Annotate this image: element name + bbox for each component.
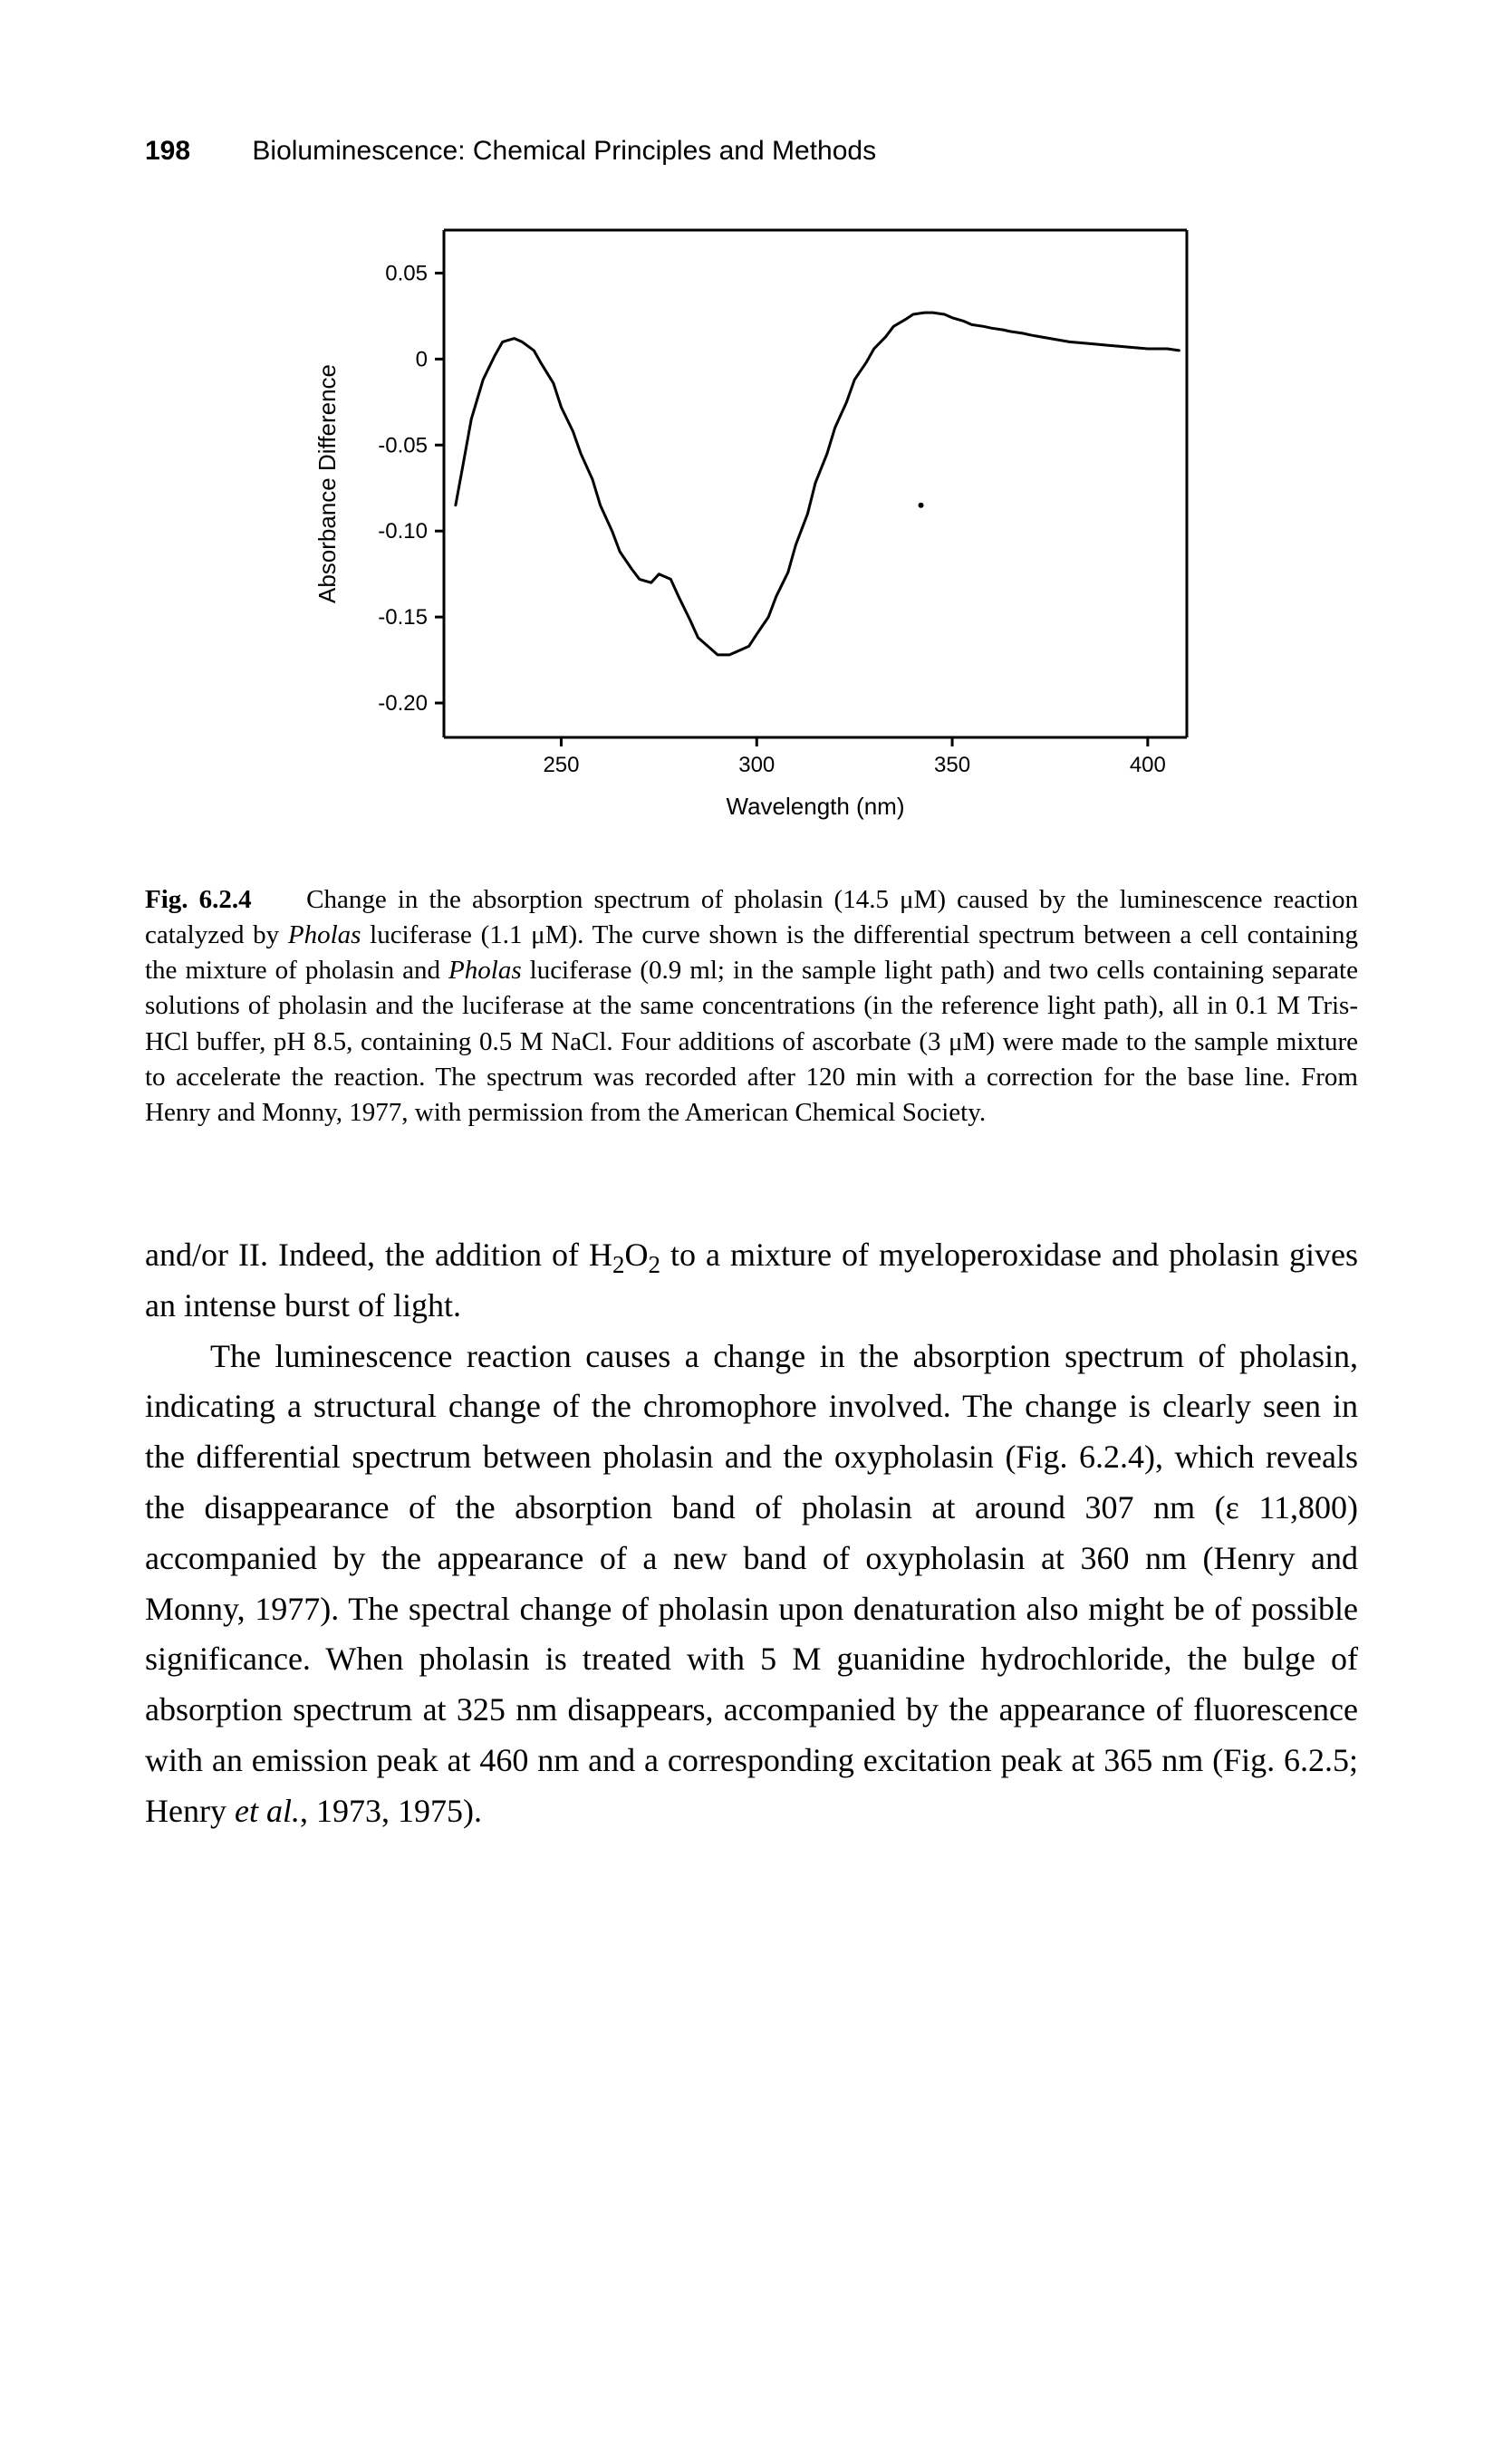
svg-text:300: 300 — [738, 753, 775, 777]
absorbance-chart: -0.20 -0.15 -0.10 -0.05 0 0.05 250 300 350 400 Wav… — [290, 212, 1214, 846]
page: 198 Bioluminescence: Chemical Principles… — [0, 0, 1503, 2464]
figure-6-2-4: -0.20 -0.15 -0.10 -0.05 0 0.05 250 300 350 400 Wav… — [145, 212, 1358, 846]
svg-text:0: 0 — [415, 347, 427, 371]
svg-text:400: 400 — [1129, 753, 1165, 777]
caption-spacer — [263, 885, 295, 914]
svg-text:350: 350 — [934, 753, 970, 777]
svg-text:Wavelength (nm): Wavelength (nm) — [726, 793, 904, 820]
p1-sub2: 2 — [648, 1251, 660, 1278]
figure-caption: Fig. 6.2.4 Change in the absorption spec… — [145, 882, 1358, 1131]
p1-sub1: 2 — [612, 1251, 625, 1278]
paragraph-2: The luminescence reaction causes a chang… — [145, 1332, 1358, 1837]
running-title: Bioluminescence: Chemical Principles and… — [252, 136, 876, 166]
page-number: 198 — [145, 136, 190, 166]
running-head: 198 Bioluminescence: Chemical Principles… — [145, 136, 1358, 167]
svg-text:0.05: 0.05 — [385, 261, 428, 285]
svg-text:-0.15: -0.15 — [378, 605, 428, 630]
svg-text:-0.05: -0.05 — [378, 433, 428, 457]
p1-a: and/or II. Indeed, the addition of H — [145, 1237, 612, 1273]
svg-text:Absorbance Difference: Absorbance Difference — [313, 364, 341, 603]
svg-text:-0.10: -0.10 — [378, 519, 428, 544]
svg-text:250: 250 — [543, 753, 579, 777]
p1-b: O — [624, 1237, 648, 1273]
svg-text:-0.20: -0.20 — [378, 691, 428, 716]
paragraph-1: and/or II. Indeed, the addition of H2O2 … — [145, 1230, 1358, 1332]
figure-label: Fig. 6.2.4 — [145, 885, 252, 914]
body-text: and/or II. Indeed, the addition of H2O2 … — [145, 1230, 1358, 1837]
caption-text: Change in the absorption spectrum of pho… — [145, 885, 1358, 1127]
